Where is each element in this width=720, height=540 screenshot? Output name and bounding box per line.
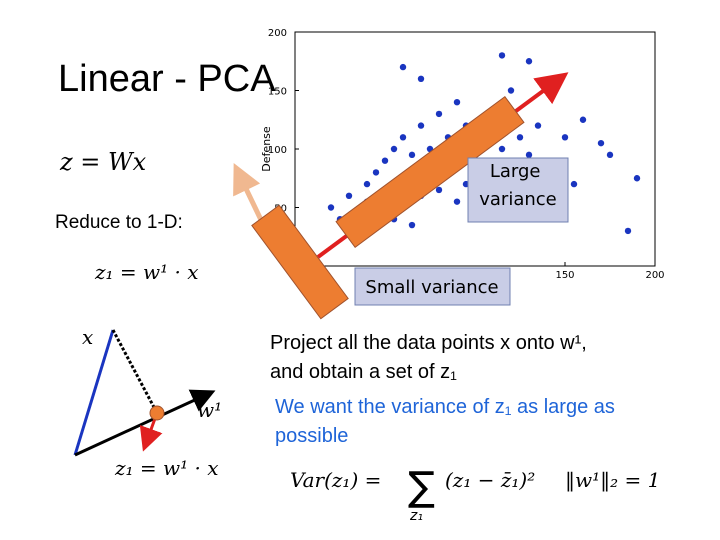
goal-line: possible xyxy=(275,425,349,447)
small-arrow xyxy=(233,162,265,224)
y-tick-label: 200 xyxy=(268,28,287,39)
point xyxy=(417,122,425,129)
point xyxy=(390,145,398,153)
point xyxy=(435,110,443,118)
point xyxy=(453,99,461,106)
point xyxy=(624,227,632,235)
equation: z = Wx xyxy=(60,148,147,176)
point xyxy=(399,134,407,141)
point xyxy=(561,134,569,141)
point xyxy=(327,204,335,211)
y-tick-label: 150 xyxy=(268,87,287,98)
point xyxy=(381,157,389,164)
point xyxy=(525,151,533,159)
point xyxy=(417,75,425,83)
reduce-label: Reduce to 1-D: xyxy=(55,212,183,233)
w-label: w¹ xyxy=(197,398,223,422)
w-vector xyxy=(74,389,216,457)
projected-point xyxy=(149,405,165,421)
point xyxy=(516,134,524,141)
x-tick-label: 150 xyxy=(555,270,574,281)
sum-index: z₁ xyxy=(409,508,423,524)
formula-lhs: Var(z₁) = xyxy=(290,468,382,492)
point xyxy=(498,52,506,59)
point xyxy=(534,122,542,129)
body-line: Project all the data points x onto w¹, xyxy=(270,332,587,354)
point xyxy=(498,145,506,153)
annotation: Large variance xyxy=(479,161,557,210)
point xyxy=(570,180,578,188)
point xyxy=(606,151,614,159)
large-rect xyxy=(335,95,525,249)
x-label: x xyxy=(82,325,94,349)
point xyxy=(597,139,605,147)
title: Linear - PCA xyxy=(58,58,276,100)
goal-line: We want the variance of z₁ as large as xyxy=(275,396,615,418)
large-box xyxy=(467,157,569,223)
point xyxy=(408,151,416,159)
sum-sign: ∑ xyxy=(408,464,435,510)
projection-line xyxy=(111,329,159,414)
point xyxy=(507,87,515,94)
point xyxy=(453,198,461,205)
small-rect xyxy=(251,204,349,320)
x-vector xyxy=(73,329,115,456)
annotation: Small variance xyxy=(365,277,498,298)
small-box xyxy=(354,267,511,306)
point xyxy=(345,192,353,199)
point xyxy=(408,221,416,229)
y-tick-label: 100 xyxy=(268,145,287,156)
constraint: ‖w¹‖₂ = 1 xyxy=(565,468,661,492)
point xyxy=(372,169,380,176)
z-label: z₁ = w¹ · x xyxy=(115,456,219,480)
projection-equation: z₁ = w¹ · x xyxy=(95,260,199,284)
x-tick-label: 200 xyxy=(645,270,664,281)
point xyxy=(435,186,443,194)
point xyxy=(525,58,533,65)
point xyxy=(399,63,407,71)
point xyxy=(363,180,371,188)
point xyxy=(579,116,587,123)
point xyxy=(633,175,641,182)
formula-term: (z₁ − z̄₁)² xyxy=(445,468,536,492)
body-line: and obtain a set of z₁ xyxy=(270,361,457,383)
y-axis-label: Defense xyxy=(260,126,273,172)
